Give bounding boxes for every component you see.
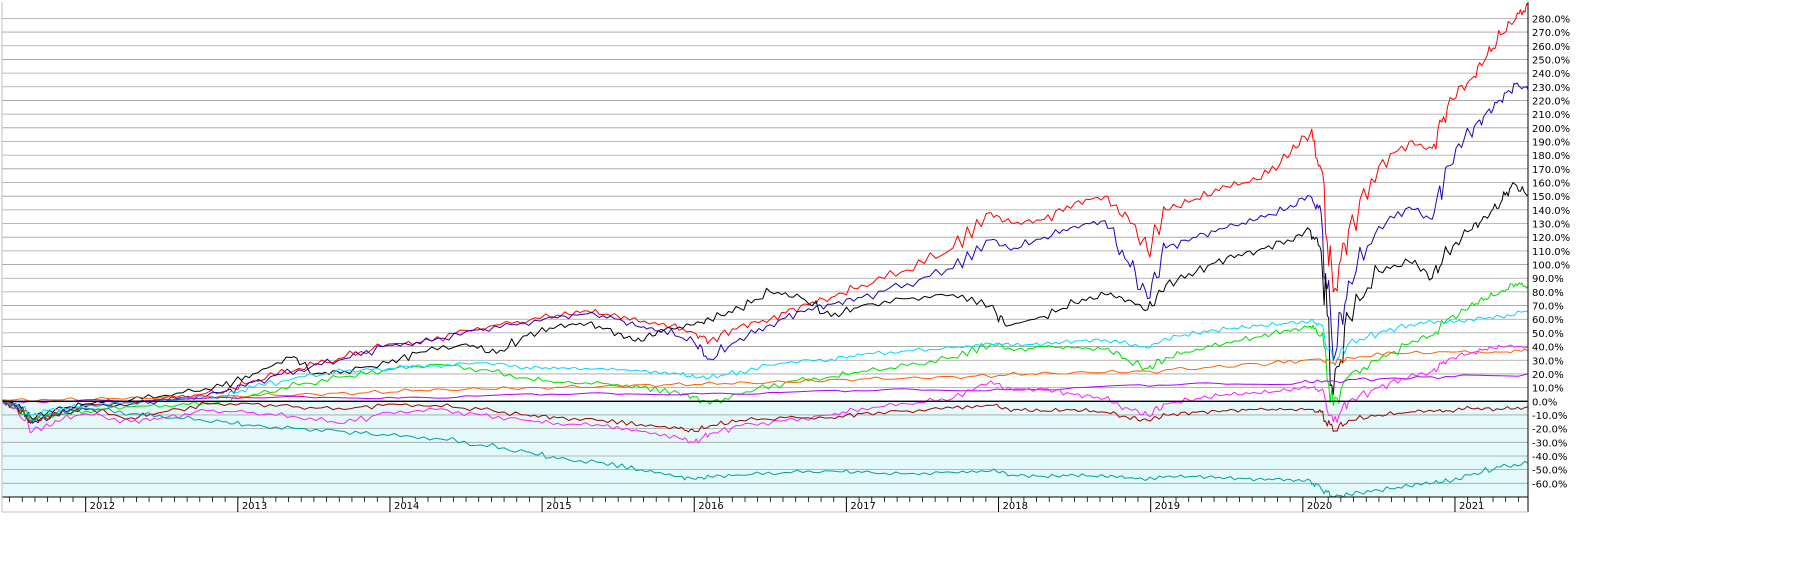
x-tick-label: 2014 <box>394 501 419 512</box>
series-line-3 <box>1 282 1529 422</box>
series-line-6 <box>1 373 1529 403</box>
y-tick-label: 50.0% <box>1532 329 1564 340</box>
y-tick-label: 200.0% <box>1532 124 1570 135</box>
y-tick-label: 190.0% <box>1532 137 1570 148</box>
y-tick-label: 20.0% <box>1532 370 1564 381</box>
x-tick-label: 2018 <box>1003 501 1028 512</box>
y-tick-label: -30.0% <box>1532 438 1567 449</box>
x-tick-label: 2021 <box>1459 501 1484 512</box>
y-tick-label: 30.0% <box>1532 356 1564 367</box>
x-tick-label: 2016 <box>698 501 723 512</box>
y-tick-label: 250.0% <box>1532 55 1570 66</box>
y-tick-label: 210.0% <box>1532 110 1570 121</box>
y-tick-label: 150.0% <box>1532 192 1570 203</box>
y-tick-label: 170.0% <box>1532 165 1570 176</box>
x-tick-label: 2015 <box>546 501 571 512</box>
x-tick-label: 2020 <box>1307 501 1332 512</box>
series-line-9 <box>1 400 1529 498</box>
plot-background-upper <box>2 2 1528 402</box>
y-tick-label: 100.0% <box>1532 261 1570 272</box>
y-tick-label: 110.0% <box>1532 247 1570 258</box>
y-tick-label: 70.0% <box>1532 302 1564 313</box>
series-line-2 <box>1 182 1529 420</box>
y-tick-label: -40.0% <box>1532 452 1567 463</box>
y-tick-label: 140.0% <box>1532 206 1570 217</box>
plot-background-lower <box>2 401 1528 497</box>
series-line-8 <box>1 399 1529 433</box>
x-tick-label: 2012 <box>90 501 115 512</box>
x-tick-label: 2017 <box>850 501 875 512</box>
y-tick-label: -10.0% <box>1532 411 1567 422</box>
y-tick-label: 90.0% <box>1532 274 1564 285</box>
y-tick-label: 120.0% <box>1532 233 1570 244</box>
y-tick-label: 240.0% <box>1532 69 1570 80</box>
y-tick-label: 230.0% <box>1532 83 1570 94</box>
y-tick-label: 40.0% <box>1532 343 1564 354</box>
x-tick-label: 2019 <box>1155 501 1180 512</box>
y-tick-label: 180.0% <box>1532 151 1570 162</box>
x-tick-label: 2013 <box>242 501 267 512</box>
series-line-5 <box>1 348 1529 402</box>
y-tick-label: 260.0% <box>1532 42 1570 53</box>
y-tick-label: 10.0% <box>1532 384 1564 395</box>
y-tick-label: 130.0% <box>1532 220 1570 231</box>
y-tick-label: 80.0% <box>1532 288 1564 299</box>
series-line-7 <box>1 344 1529 444</box>
y-tick-label: 270.0% <box>1532 28 1570 39</box>
y-tick-label: -50.0% <box>1532 466 1567 477</box>
y-tick-label: 220.0% <box>1532 96 1570 107</box>
series-line-4 <box>1 310 1529 416</box>
y-tick-label: -20.0% <box>1532 425 1567 436</box>
series-line-1 <box>1 82 1529 424</box>
y-tick-label: 160.0% <box>1532 178 1570 189</box>
y-tick-label: 280.0% <box>1532 14 1570 25</box>
y-tick-label: 60.0% <box>1532 315 1564 326</box>
y-tick-label: 0.0% <box>1532 397 1557 408</box>
y-tick-label: -60.0% <box>1532 479 1567 490</box>
